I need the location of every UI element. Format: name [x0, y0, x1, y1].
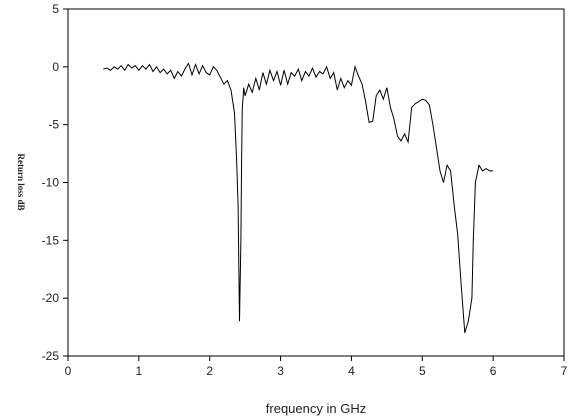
- x-tick-labels: 0 1 2 3 4 5 6 7: [65, 364, 568, 378]
- y-tick-label: 5: [52, 2, 59, 16]
- y-tick-labels: 5 0 -5 -10 -15 -20 -25: [42, 2, 60, 363]
- plot-frame: [67, 8, 565, 357]
- return-loss-line: [103, 62, 494, 334]
- y-tick-label: -25: [42, 349, 60, 363]
- y-tick-label: -20: [42, 291, 60, 305]
- axis-ticks: [63, 8, 565, 361]
- x-axis-title: frequency in GHz: [266, 401, 366, 416]
- x-tick-label: 0: [65, 364, 72, 378]
- y-tick-label: -5: [48, 118, 59, 132]
- x-tick-label: 6: [490, 364, 497, 378]
- y-tick-label: -10: [42, 176, 60, 190]
- x-tick-label: 4: [348, 364, 355, 378]
- x-tick-label: 3: [277, 364, 284, 378]
- y-tick-label: -15: [42, 233, 60, 247]
- x-tick-label: 5: [419, 364, 426, 378]
- plot-area: [67, 8, 565, 357]
- x-tick-label: 1: [136, 364, 143, 378]
- x-tick-label: 2: [206, 364, 213, 378]
- y-axis-title: Return loss dB: [16, 153, 26, 210]
- y-tick-label: 0: [52, 60, 59, 74]
- x-tick-label: 7: [561, 364, 568, 378]
